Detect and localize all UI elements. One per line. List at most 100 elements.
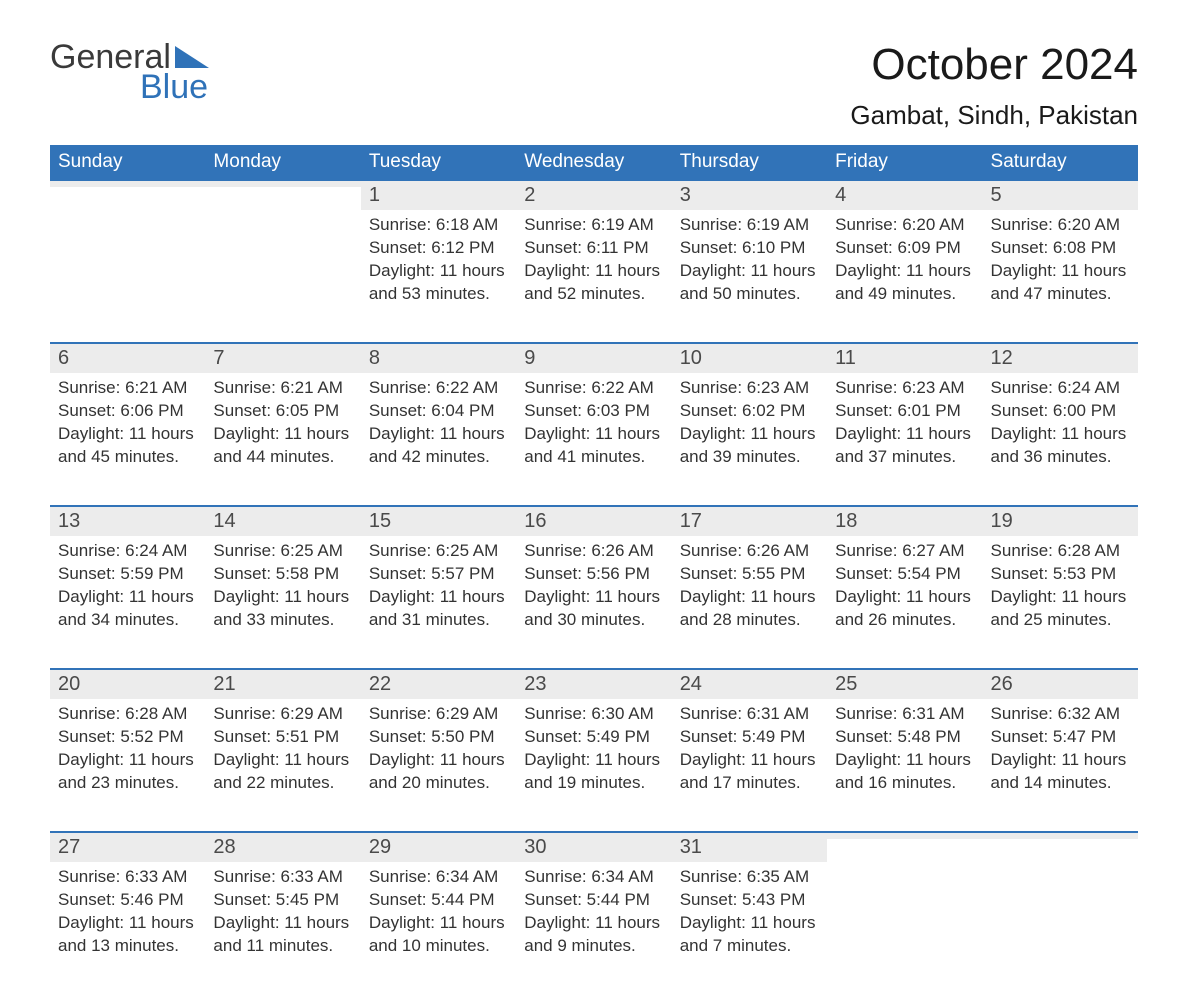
daylight-line: Daylight: 11 hours and 10 minutes. bbox=[369, 912, 508, 958]
sunset-line: Sunset: 5:44 PM bbox=[369, 889, 508, 912]
week-body-row: Sunrise: 6:28 AMSunset: 5:52 PM Daylight:… bbox=[50, 699, 1138, 831]
sunrise-line: Sunrise: 6:18 AM bbox=[369, 214, 508, 237]
daylight-line: Daylight: 11 hours and 37 minutes. bbox=[835, 423, 974, 469]
day-number: 9 bbox=[516, 342, 671, 373]
day-body: Sunrise: 6:27 AMSunset: 5:54 PMDaylight:… bbox=[827, 536, 982, 650]
daylight-line: Daylight: 11 hours and 53 minutes. bbox=[369, 260, 508, 306]
day-number: 26 bbox=[983, 668, 1138, 699]
day-body: Sunrise: 6:22 AMSunset: 6:04 PMDaylight:… bbox=[361, 373, 516, 487]
daylight-line: Daylight: 11 hours and 17 minutes. bbox=[680, 749, 819, 795]
sunrise-line: Sunrise: 6:29 AM bbox=[369, 703, 508, 726]
sunset-line: Sunset: 6:02 PM bbox=[680, 400, 819, 423]
sunset-line: Sunset: 5:49 PM bbox=[524, 726, 663, 749]
day-number: 23 bbox=[516, 668, 671, 699]
week-daynum-row: 20212223242526 bbox=[50, 668, 1138, 699]
sunrise-line: Sunrise: 6:31 AM bbox=[680, 703, 819, 726]
day-number: 30 bbox=[516, 831, 671, 862]
day-body: Sunrise: 6:26 AMSunset: 5:56 PMDaylight:… bbox=[516, 536, 671, 650]
day-body: Sunrise: 6:29 AMSunset: 5:50 PMDaylight:… bbox=[361, 699, 516, 813]
sunset-line: Sunset: 6:09 PM bbox=[835, 237, 974, 260]
daylight-line: Daylight: 11 hours and 16 minutes. bbox=[835, 749, 974, 795]
sunrise-line: Sunrise: 6:21 AM bbox=[58, 377, 197, 400]
daylight-line: Daylight: 11 hours and 44 minutes. bbox=[213, 423, 352, 469]
sunset-line: Sunset: 5:56 PM bbox=[524, 563, 663, 586]
sunset-line: Sunset: 6:10 PM bbox=[680, 237, 819, 260]
sunset-line: Sunset: 5:43 PM bbox=[680, 889, 819, 912]
day-number: 20 bbox=[50, 668, 205, 699]
day-body: Sunrise: 6:26 AMSunset: 5:55 PMDaylight:… bbox=[672, 536, 827, 650]
week-daynum-row: 12345 bbox=[50, 179, 1138, 210]
day-body: Sunrise: 6:33 AMSunset: 5:45 PMDaylight:… bbox=[205, 862, 360, 976]
day-body: Sunrise: 6:25 AMSunset: 5:57 PMDaylight:… bbox=[361, 536, 516, 650]
weekday-header: Wednesday bbox=[516, 145, 671, 179]
daylight-line: Daylight: 11 hours and 41 minutes. bbox=[524, 423, 663, 469]
daylight-line: Daylight: 11 hours and 19 minutes. bbox=[524, 749, 663, 795]
day-body: Sunrise: 6:30 AMSunset: 5:49 PMDaylight:… bbox=[516, 699, 671, 813]
sunrise-line: Sunrise: 6:28 AM bbox=[991, 540, 1130, 563]
day-number: 28 bbox=[205, 831, 360, 862]
sunset-line: Sunset: 6:05 PM bbox=[213, 400, 352, 423]
day-body: Sunrise: 6:34 AMSunset: 5:44 PMDaylight:… bbox=[516, 862, 671, 976]
day-body: Sunrise: 6:21 AMSunset: 6:05 PMDaylight:… bbox=[205, 373, 360, 487]
sunrise-line: Sunrise: 6:30 AM bbox=[524, 703, 663, 726]
sunset-line: Sunset: 6:00 PM bbox=[991, 400, 1130, 423]
day-number: 22 bbox=[361, 668, 516, 699]
daylight-line: Daylight: 11 hours and 9 minutes. bbox=[524, 912, 663, 958]
day-body: Sunrise: 6:19 AMSunset: 6:10 PMDaylight:… bbox=[672, 210, 827, 324]
day-body: Sunrise: 6:28 AMSunset: 5:52 PMDaylight:… bbox=[50, 699, 205, 813]
daylight-line: Daylight: 11 hours and 20 minutes. bbox=[369, 749, 508, 795]
sunrise-line: Sunrise: 6:23 AM bbox=[835, 377, 974, 400]
weekday-header-row: SundayMondayTuesdayWednesdayThursdayFrid… bbox=[50, 145, 1138, 179]
week-body-row: Sunrise: 6:18 AMSunset: 6:12 PMDaylight:… bbox=[50, 210, 1138, 342]
weekday-header: Friday bbox=[827, 145, 982, 179]
sunset-line: Sunset: 5:55 PM bbox=[680, 563, 819, 586]
daylight-line: Daylight: 11 hours and 11 minutes. bbox=[213, 912, 352, 958]
sunset-line: Sunset: 6:01 PM bbox=[835, 400, 974, 423]
sunset-line: Sunset: 5:54 PM bbox=[835, 563, 974, 586]
day-number: 3 bbox=[672, 179, 827, 210]
week-body-row: Sunrise: 6:24 AMSunset: 5:59 PM Daylight:… bbox=[50, 536, 1138, 668]
daylight-line: Daylight: 11 hours and 47 minutes. bbox=[991, 260, 1130, 306]
sunrise-line: Sunrise: 6:21 AM bbox=[213, 377, 352, 400]
sunset-line: Sunset: 5:50 PM bbox=[369, 726, 508, 749]
sunrise-line: Sunrise: 6:26 AM bbox=[524, 540, 663, 563]
sunrise-line: Sunrise: 6:32 AM bbox=[991, 703, 1130, 726]
weekday-header: Saturday bbox=[983, 145, 1138, 179]
day-number: 25 bbox=[827, 668, 982, 699]
sunrise-line: Sunrise: 6:20 AM bbox=[835, 214, 974, 237]
day-body: Sunrise: 6:25 AMSunset: 5:58 PMDaylight:… bbox=[205, 536, 360, 650]
daylight-line: Daylight: 11 hours and 50 minutes. bbox=[680, 260, 819, 306]
day-number: 31 bbox=[672, 831, 827, 862]
day-body bbox=[205, 210, 360, 232]
day-number: 5 bbox=[983, 179, 1138, 210]
day-body: Sunrise: 6:21 AMSunset: 6:06 PMDaylight:… bbox=[50, 373, 205, 487]
sunrise-line: Sunrise: 6:24 AM bbox=[58, 540, 197, 563]
sunset-line: Sunset: 5:48 PM bbox=[835, 726, 974, 749]
day-number: 12 bbox=[983, 342, 1138, 373]
daylight-line: Daylight: 11 hours and 28 minutes. bbox=[680, 586, 819, 632]
daylight-line: Daylight: 11 hours and 52 minutes. bbox=[524, 260, 663, 306]
sunset-line: Sunset: 5:59 PM bbox=[58, 563, 197, 586]
header-row: General Blue October 2024 Gambat, Sindh,… bbox=[50, 40, 1138, 131]
day-body: Sunrise: 6:29 AMSunset: 5:51 PMDaylight:… bbox=[205, 699, 360, 813]
sunrise-line: Sunrise: 6:27 AM bbox=[835, 540, 974, 563]
week-daynum-row: 2728293031 bbox=[50, 831, 1138, 862]
sunset-line: Sunset: 5:52 PM bbox=[58, 726, 197, 749]
day-number: 4 bbox=[827, 179, 982, 210]
day-number: 15 bbox=[361, 505, 516, 536]
day-number: 24 bbox=[672, 668, 827, 699]
sunset-line: Sunset: 6:04 PM bbox=[369, 400, 508, 423]
sunrise-line: Sunrise: 6:28 AM bbox=[58, 703, 197, 726]
day-number: 11 bbox=[827, 342, 982, 373]
week-body-row: Sunrise: 6:21 AMSunset: 6:06 PMDaylight:… bbox=[50, 373, 1138, 505]
day-number: 16 bbox=[516, 505, 671, 536]
weekday-header: Sunday bbox=[50, 145, 205, 179]
sunrise-line: Sunrise: 6:25 AM bbox=[213, 540, 352, 563]
day-body bbox=[827, 862, 982, 884]
sunset-line: Sunset: 6:03 PM bbox=[524, 400, 663, 423]
weekday-header: Thursday bbox=[672, 145, 827, 179]
day-body: Sunrise: 6:34 AMSunset: 5:44 PMDaylight:… bbox=[361, 862, 516, 976]
day-body: Sunrise: 6:32 AMSunset: 5:47 PMDaylight:… bbox=[983, 699, 1138, 813]
day-body: Sunrise: 6:33 AMSunset: 5:46 PMDaylight:… bbox=[50, 862, 205, 976]
sunrise-line: Sunrise: 6:33 AM bbox=[58, 866, 197, 889]
